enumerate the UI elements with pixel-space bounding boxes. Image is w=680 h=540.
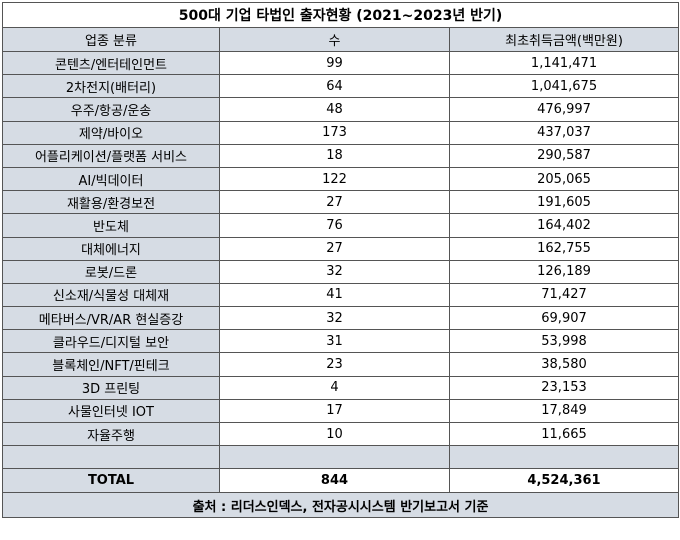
table-row: 재활용/환경보전 27 191,605 xyxy=(2,190,680,215)
row-count: 48 xyxy=(219,97,450,122)
row-category: 신소재/식물성 대체재 xyxy=(2,282,220,308)
row-count: 18 xyxy=(219,143,450,168)
row-category: 2차전지(배터리) xyxy=(2,74,220,99)
row-amount: 191,605 xyxy=(448,190,680,215)
header-category: 업종 분류 xyxy=(2,27,220,52)
table-row: 신소재/식물성 대체재 41 71,427 xyxy=(2,282,680,308)
row-count: 173 xyxy=(219,120,450,145)
table-row: 어플리케이션/플랫폼 서비스 18 290,587 xyxy=(2,143,680,168)
row-category: 재활용/환경보전 xyxy=(2,190,220,215)
table-row: 자율주행 10 11,665 xyxy=(2,421,680,447)
blank-cell xyxy=(219,445,450,470)
table-row: 로봇/드론 32 126,189 xyxy=(2,259,680,284)
table-row: 반도체 76 164,402 xyxy=(2,213,680,238)
row-amount: 290,587 xyxy=(448,143,680,168)
row-category: 어플리케이션/플랫폼 서비스 xyxy=(2,143,220,168)
row-count: 31 xyxy=(219,329,450,354)
row-amount: 38,580 xyxy=(448,352,680,377)
row-amount: 11,665 xyxy=(448,421,680,447)
table-row: 사물인터넷 IOT 17 17,849 xyxy=(2,398,680,424)
row-category: 대체에너지 xyxy=(2,236,220,261)
row-amount: 23,153 xyxy=(448,375,680,400)
row-amount: 53,998 xyxy=(448,329,680,354)
investment-table: 500대 기업 타법인 출자현황 (2021~2023년 반기) 업종 분류 수… xyxy=(1,2,680,519)
source-row: 출처 : 리더스인덱스, 전자공시시스템 반기보고서 기준 xyxy=(1,492,680,519)
blank-row xyxy=(2,445,680,470)
row-amount: 437,037 xyxy=(448,120,680,145)
row-count: 32 xyxy=(219,306,450,331)
row-count: 64 xyxy=(219,74,450,99)
total-row: TOTAL 844 4,524,361 xyxy=(2,468,680,494)
source-note: 출처 : 리더스인덱스, 전자공시시스템 반기보고서 기준 xyxy=(1,492,680,519)
title-row: 500대 기업 타법인 출자현황 (2021~2023년 반기) xyxy=(1,2,680,28)
row-count: 10 xyxy=(219,421,450,447)
row-count: 27 xyxy=(219,190,450,215)
row-count: 17 xyxy=(219,398,450,424)
row-amount: 476,997 xyxy=(448,97,680,122)
blank-cell xyxy=(448,445,680,470)
row-category: 반도체 xyxy=(2,213,220,238)
table-row: 클라우드/디지털 보안 31 53,998 xyxy=(2,329,680,354)
row-amount: 126,189 xyxy=(448,259,680,284)
row-category: 블록체인/NFT/핀테크 xyxy=(2,352,220,377)
row-category: 제약/바이오 xyxy=(2,120,220,145)
row-category: 로봇/드론 xyxy=(2,259,220,284)
row-count: 27 xyxy=(219,236,450,261)
total-label: TOTAL xyxy=(2,468,220,494)
total-amount: 4,524,361 xyxy=(448,468,680,494)
row-amount: 205,065 xyxy=(448,166,680,192)
row-category: 자율주행 xyxy=(2,421,220,447)
row-category: 콘텐츠/엔터테인먼트 xyxy=(2,50,220,76)
header-amount: 최초취득금액(백만원) xyxy=(448,27,680,52)
header-count: 수 xyxy=(219,27,450,52)
row-category: 우주/항공/운송 xyxy=(2,97,220,122)
row-amount: 162,755 xyxy=(448,236,680,261)
table-row: 대체에너지 27 162,755 xyxy=(2,236,680,261)
row-count: 23 xyxy=(219,352,450,377)
row-category: AI/빅데이터 xyxy=(2,166,220,192)
table-row: 2차전지(배터리) 64 1,041,675 xyxy=(2,74,680,99)
table-row: 3D 프린팅 4 23,153 xyxy=(2,375,680,400)
row-category: 클라우드/디지털 보안 xyxy=(2,329,220,354)
total-count: 844 xyxy=(219,468,450,494)
header-row: 업종 분류 수 최초취득금액(백만원) xyxy=(2,27,680,52)
table-row: AI/빅데이터 122 205,065 xyxy=(2,166,680,192)
row-count: 41 xyxy=(219,282,450,308)
row-amount: 1,141,471 xyxy=(448,50,680,76)
row-amount: 164,402 xyxy=(448,213,680,238)
row-amount: 17,849 xyxy=(448,398,680,424)
table-title: 500대 기업 타법인 출자현황 (2021~2023년 반기) xyxy=(1,2,680,28)
row-count: 99 xyxy=(219,50,450,76)
table-row: 콘텐츠/엔터테인먼트 99 1,141,471 xyxy=(2,50,680,76)
row-count: 4 xyxy=(219,375,450,400)
row-category: 3D 프린팅 xyxy=(2,375,220,400)
row-count: 122 xyxy=(219,166,450,192)
table-row: 블록체인/NFT/핀테크 23 38,580 xyxy=(2,352,680,377)
row-category: 메타버스/VR/AR 현실증강 xyxy=(2,306,220,331)
row-amount: 1,041,675 xyxy=(448,74,680,99)
row-amount: 69,907 xyxy=(448,306,680,331)
table-row: 제약/바이오 173 437,037 xyxy=(2,120,680,145)
blank-cell xyxy=(2,445,220,470)
table-row: 우주/항공/운송 48 476,997 xyxy=(2,97,680,122)
row-count: 76 xyxy=(219,213,450,238)
table-row: 메타버스/VR/AR 현실증강 32 69,907 xyxy=(2,306,680,331)
row-category: 사물인터넷 IOT xyxy=(2,398,220,424)
row-count: 32 xyxy=(219,259,450,284)
row-amount: 71,427 xyxy=(448,282,680,308)
